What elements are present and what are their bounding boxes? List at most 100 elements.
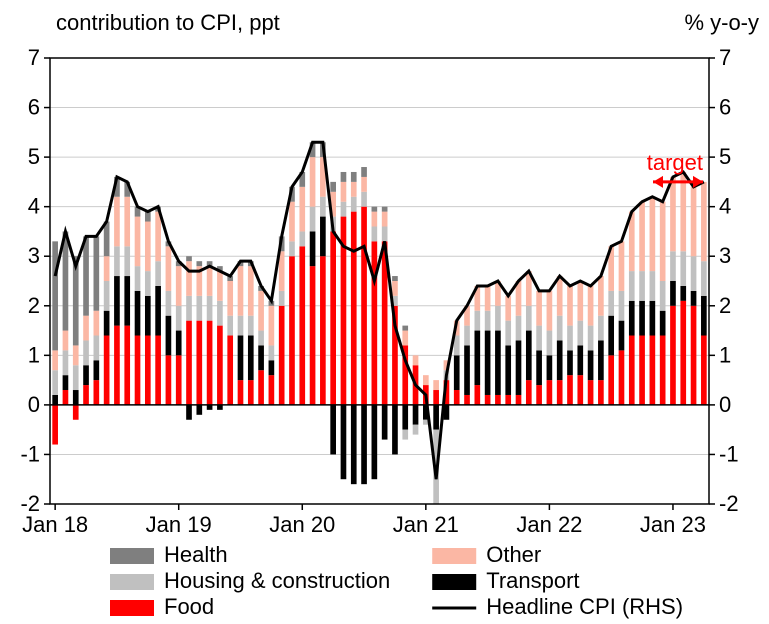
bar-other bbox=[402, 331, 408, 346]
bar-transport bbox=[619, 321, 625, 351]
target-arrow-head-left bbox=[653, 176, 663, 188]
bar-health bbox=[392, 276, 398, 281]
bar-housing bbox=[485, 311, 491, 331]
legend-label: Housing & construction bbox=[164, 568, 390, 593]
bar-housing bbox=[104, 281, 110, 311]
legend-label: Other bbox=[486, 542, 541, 567]
bar-transport bbox=[330, 405, 336, 455]
bar-food bbox=[485, 395, 491, 405]
bar-housing bbox=[217, 301, 223, 326]
bar-housing bbox=[155, 261, 161, 286]
bar-other bbox=[227, 281, 233, 316]
legend-swatch bbox=[432, 548, 476, 564]
bar-other bbox=[186, 261, 192, 296]
xlabel: Jan 19 bbox=[146, 512, 212, 537]
bar-health bbox=[402, 326, 408, 331]
bar-housing bbox=[227, 316, 233, 336]
bar-food bbox=[135, 336, 141, 405]
bar-transport bbox=[670, 281, 676, 306]
bar-housing bbox=[598, 316, 604, 341]
bar-food bbox=[567, 375, 573, 405]
bar-transport bbox=[269, 360, 275, 375]
bar-housing bbox=[238, 316, 244, 336]
ylabel-right: 6 bbox=[719, 95, 731, 120]
bar-housing bbox=[63, 350, 69, 375]
bar-food bbox=[248, 380, 254, 405]
bar-housing bbox=[248, 316, 254, 336]
bar-food bbox=[166, 355, 172, 405]
bar-other bbox=[63, 331, 69, 351]
bar-food bbox=[454, 390, 460, 405]
bar-other bbox=[547, 291, 553, 331]
bar-housing bbox=[547, 331, 553, 356]
bar-housing bbox=[608, 291, 614, 316]
title-right: % y-o-y bbox=[684, 10, 759, 35]
bar-housing bbox=[567, 326, 573, 351]
bar-food bbox=[691, 306, 697, 405]
ylabel-right: -1 bbox=[719, 441, 739, 466]
bar-other bbox=[619, 241, 625, 291]
legend-swatch bbox=[110, 548, 154, 564]
ylabel-right: 2 bbox=[719, 293, 731, 318]
bar-housing bbox=[413, 425, 419, 435]
bar-food bbox=[588, 380, 594, 405]
bar-other bbox=[299, 187, 305, 232]
bar-transport bbox=[485, 331, 491, 395]
bar-food bbox=[536, 385, 542, 405]
bar-housing bbox=[474, 311, 480, 331]
bar-transport bbox=[495, 331, 501, 395]
bar-food bbox=[114, 326, 120, 405]
bar-food bbox=[124, 326, 130, 405]
bar-health bbox=[196, 261, 202, 266]
bar-transport bbox=[52, 395, 58, 405]
bar-food bbox=[670, 306, 676, 405]
bar-housing bbox=[639, 271, 645, 301]
bar-other bbox=[135, 217, 141, 267]
bar-transport bbox=[660, 311, 666, 336]
bar-transport bbox=[238, 336, 244, 381]
bar-transport bbox=[248, 336, 254, 381]
bar-food bbox=[701, 336, 707, 405]
ylabel-right: 4 bbox=[719, 194, 731, 219]
bar-housing bbox=[495, 306, 501, 331]
bar-other bbox=[166, 246, 172, 291]
bar-food bbox=[155, 336, 161, 405]
bar-transport bbox=[464, 345, 470, 395]
bar-transport bbox=[135, 291, 141, 336]
bar-food bbox=[495, 395, 501, 405]
bar-food bbox=[598, 380, 604, 405]
legend-label: Health bbox=[164, 542, 228, 567]
bar-housing bbox=[691, 256, 697, 291]
bar-transport bbox=[547, 355, 553, 380]
bar-other bbox=[423, 375, 429, 385]
bar-food bbox=[680, 301, 686, 405]
bar-food bbox=[52, 405, 58, 445]
bar-other bbox=[567, 286, 573, 326]
bar-food bbox=[330, 231, 336, 404]
bar-food bbox=[320, 256, 326, 405]
bar-housing bbox=[516, 316, 522, 341]
bar-transport bbox=[73, 390, 79, 405]
bar-food bbox=[83, 385, 89, 405]
xlabel: Jan 23 bbox=[640, 512, 706, 537]
ylabel-right: 5 bbox=[719, 144, 731, 169]
bar-transport bbox=[155, 286, 161, 336]
bar-other bbox=[248, 266, 254, 316]
bar-food bbox=[207, 321, 213, 405]
bar-food bbox=[372, 241, 378, 405]
legend-label: Transport bbox=[486, 568, 579, 593]
bar-food bbox=[227, 336, 233, 405]
bar-housing bbox=[536, 326, 542, 351]
bar-food bbox=[238, 380, 244, 405]
bar-food bbox=[361, 207, 367, 405]
bar-housing bbox=[619, 291, 625, 321]
target-label: target bbox=[647, 150, 703, 175]
bar-food bbox=[258, 370, 264, 405]
bar-transport bbox=[413, 405, 419, 425]
bar-health bbox=[186, 256, 192, 261]
bar-health bbox=[372, 207, 378, 212]
legend-label: Headline CPI (RHS) bbox=[486, 594, 683, 619]
bar-other bbox=[485, 286, 491, 311]
bar-food bbox=[433, 390, 439, 405]
bar-health bbox=[341, 172, 347, 182]
